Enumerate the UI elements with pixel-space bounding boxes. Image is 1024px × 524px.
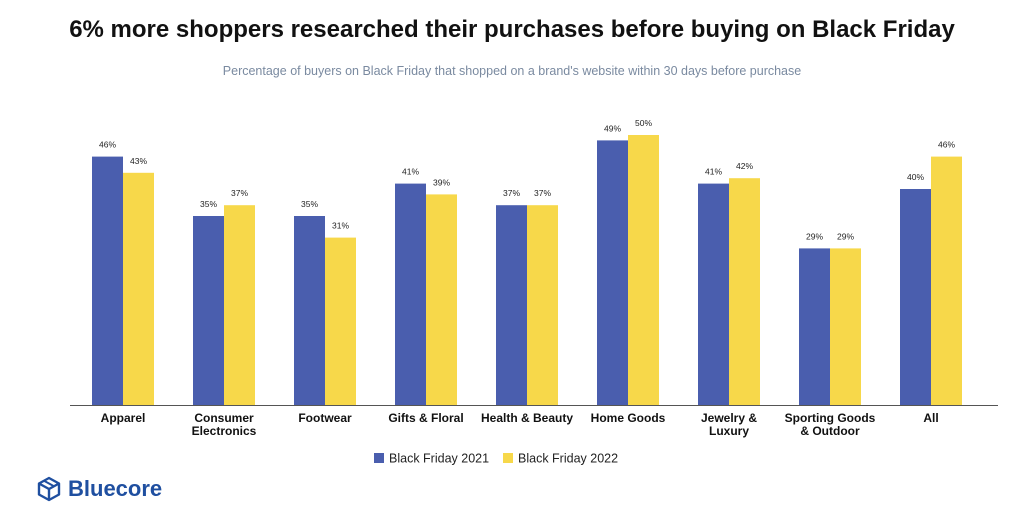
bar xyxy=(931,156,962,405)
bar xyxy=(294,216,325,405)
data-label: 31% xyxy=(332,221,349,231)
chart-title: 6% more shoppers researched their purcha… xyxy=(69,16,955,43)
data-label: 43% xyxy=(130,156,147,166)
data-label: 41% xyxy=(402,167,419,177)
bar xyxy=(426,194,457,405)
data-label: 46% xyxy=(938,140,955,150)
bar xyxy=(193,216,224,405)
data-label: 29% xyxy=(806,231,823,241)
legend-label: Black Friday 2022 xyxy=(518,452,618,466)
brand-name: Bluecore xyxy=(68,476,163,501)
category-label: Sporting Goods xyxy=(785,411,876,425)
bar xyxy=(92,156,123,405)
legend-label: Black Friday 2021 xyxy=(389,452,489,466)
bar xyxy=(496,205,527,405)
category-label: All xyxy=(923,411,938,425)
bar xyxy=(900,189,931,405)
data-label: 42% xyxy=(736,161,753,171)
data-label: 37% xyxy=(503,188,520,198)
data-label: 29% xyxy=(837,231,854,241)
category-label: Health & Beauty xyxy=(481,411,573,425)
data-label: 40% xyxy=(907,172,924,182)
data-label: 39% xyxy=(433,177,450,187)
category-label: Consumer xyxy=(194,411,254,425)
bar xyxy=(830,248,861,405)
data-label: 37% xyxy=(231,188,248,198)
brand-logo: Bluecore xyxy=(36,476,162,502)
chart-subtitle: Percentage of buyers on Black Friday tha… xyxy=(222,64,802,78)
bar xyxy=(123,172,154,405)
bar xyxy=(698,183,729,405)
box-logo-icon xyxy=(37,476,61,502)
bar xyxy=(224,205,255,405)
category-label: Footwear xyxy=(298,411,352,425)
bar xyxy=(628,135,659,405)
category-label: & Outdoor xyxy=(800,424,860,438)
data-label: 37% xyxy=(534,188,551,198)
category-label: Luxury xyxy=(709,424,749,438)
data-label: 46% xyxy=(99,140,116,150)
bar xyxy=(527,205,558,405)
data-label: 50% xyxy=(635,118,652,128)
category-label: Electronics xyxy=(192,424,257,438)
data-label: 49% xyxy=(604,123,621,133)
category-label: Apparel xyxy=(101,411,146,425)
data-label: 35% xyxy=(301,199,318,209)
data-label: 35% xyxy=(200,199,217,209)
bar xyxy=(799,248,830,405)
category-label: Home Goods xyxy=(591,411,666,425)
category-label: Jewelry & xyxy=(701,411,757,425)
category-label: Gifts & Floral xyxy=(388,411,463,425)
legend-swatch xyxy=(503,453,513,463)
data-label: 41% xyxy=(705,167,722,177)
bar xyxy=(597,140,628,405)
legend-swatch xyxy=(374,453,384,463)
bar xyxy=(395,183,426,405)
bar xyxy=(325,237,356,405)
bar xyxy=(729,178,760,405)
